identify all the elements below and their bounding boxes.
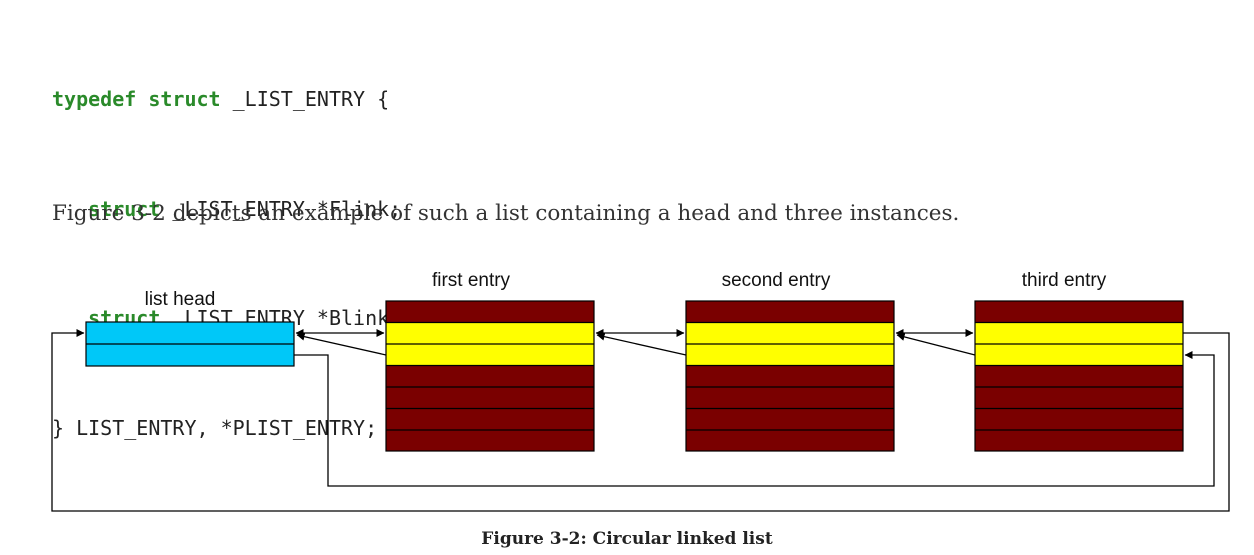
body-paragraph: Figure 3-2 depicts an example of such a … xyxy=(52,201,960,226)
code-line-4: } LIST_ENTRY, *PLIST_ENTRY; xyxy=(52,410,401,447)
code-text: _LIST_ENTRY *Flink; xyxy=(160,196,402,221)
entry-label-second: second entry xyxy=(722,270,831,291)
entry-label-third: third entry xyxy=(1022,270,1107,291)
figure-caption: Figure 3-2: Circular linked list xyxy=(481,529,773,549)
wraparound-blink-arrow xyxy=(294,351,1215,487)
code-keyword: typedef struct xyxy=(52,87,221,111)
code-line-2: struct _LIST_ENTRY *Flink; xyxy=(52,191,401,228)
entry-node-first xyxy=(385,300,595,452)
entry-node-second xyxy=(685,300,895,452)
blink-arrow xyxy=(896,333,976,356)
entry-node-third xyxy=(974,300,1184,452)
code-line-1: typedef struct _LIST_ENTRY { xyxy=(52,81,401,118)
wraparound-flink-arrow xyxy=(51,329,1230,512)
entry-label-first: first entry xyxy=(432,270,511,291)
blink-arrow xyxy=(296,332,387,356)
linked-list-diagram: list head first entry second entry third… xyxy=(51,270,1230,512)
list-head-label: list head xyxy=(145,289,216,310)
list-head-node xyxy=(85,321,295,367)
blink-arrow xyxy=(596,332,687,356)
code-text: } LIST_ENTRY, *PLIST_ENTRY; xyxy=(52,415,378,440)
code-keyword: struct xyxy=(88,196,161,221)
code-text: _LIST_ENTRY { xyxy=(220,87,390,111)
